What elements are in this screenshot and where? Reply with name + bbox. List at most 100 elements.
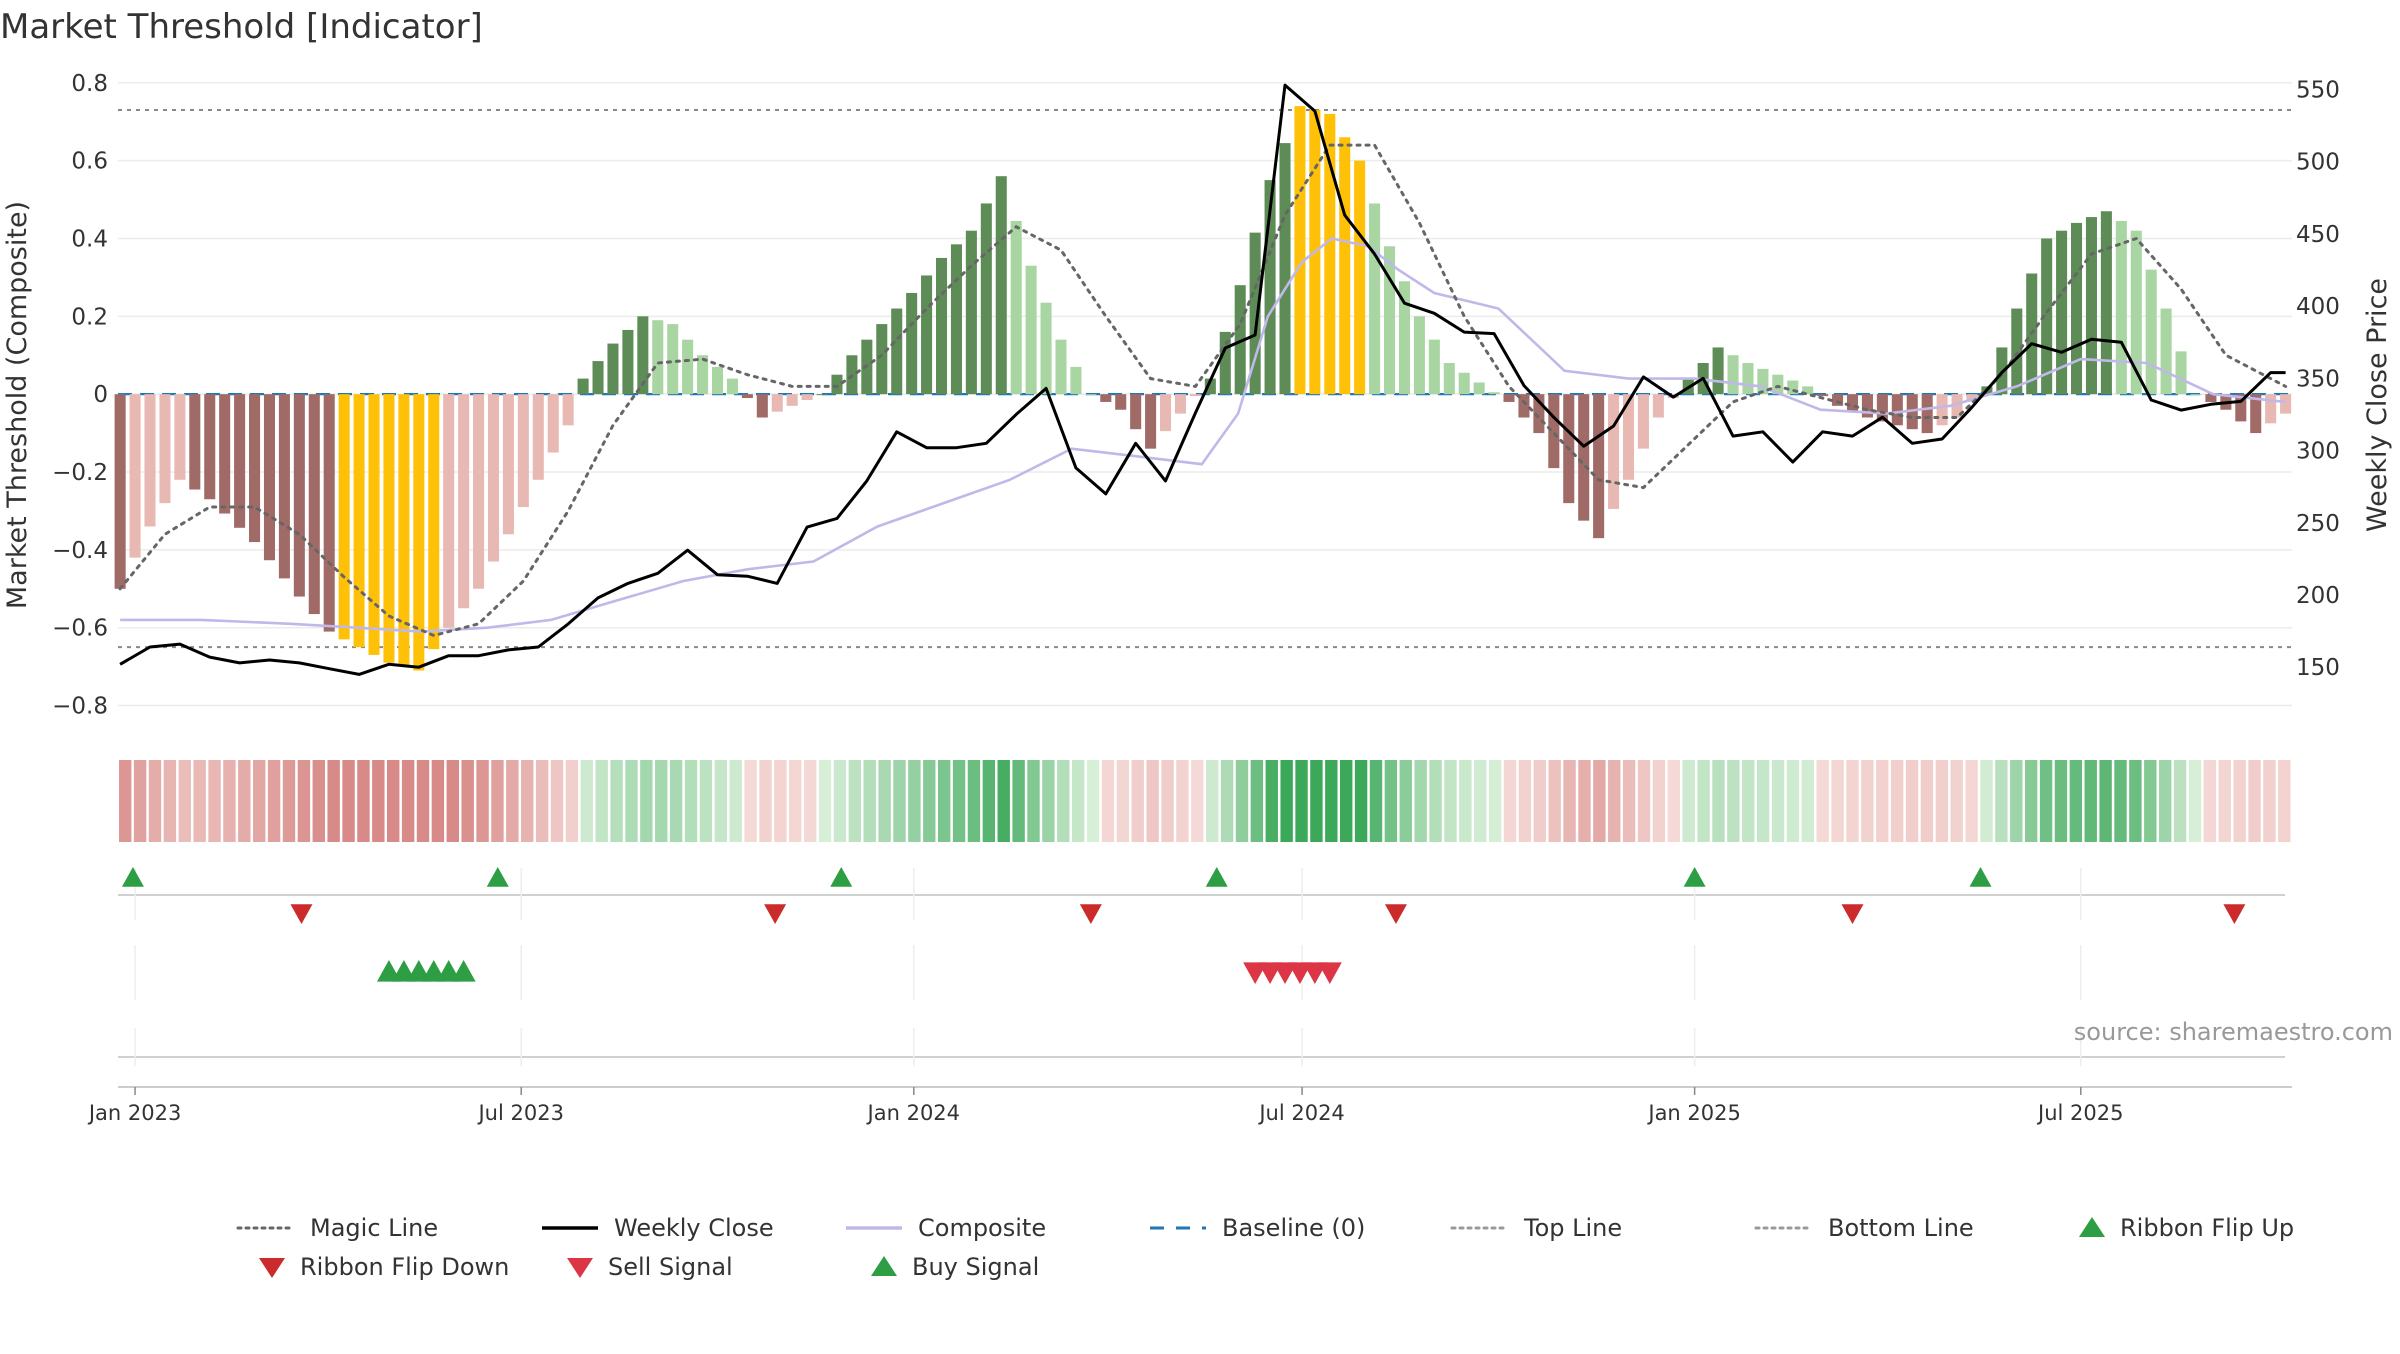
composite-bar [711, 366, 724, 395]
ribbon-cell [1265, 760, 1278, 842]
ribbon-cell [2054, 760, 2068, 842]
composite-bar [1443, 363, 1455, 395]
ribbon-cell [1831, 760, 1844, 842]
ribbon-cell [1608, 760, 1621, 842]
y-left-tick-label: −0.6 [52, 616, 108, 642]
ribbon-cell [848, 760, 862, 842]
composite-bar [1608, 394, 1620, 509]
ribbon-cell [2218, 760, 2231, 842]
ribbon-strip [119, 760, 2291, 842]
ribbon-cell [1518, 760, 1532, 842]
ribbon-cell [1206, 760, 1219, 842]
composite-bar [249, 394, 261, 543]
ribbon-cell [1727, 760, 1740, 842]
composite-bar [338, 394, 350, 640]
composite-bar [428, 394, 440, 650]
legend-label: Bottom Line [1828, 1214, 1974, 1242]
ribbon-cell [1161, 760, 1174, 842]
composite-bar [1578, 394, 1590, 521]
ribbon-flip-up-marker [121, 867, 144, 887]
ribbon-cell [759, 760, 772, 842]
composite-bar [353, 394, 365, 648]
ribbon-cell [372, 760, 385, 842]
ribbon-cell [1652, 760, 1666, 842]
composite-bar [1891, 394, 1903, 426]
y-axis-right: 550 500 450 400 350 300 250 200 150 [2296, 77, 2340, 681]
x-tick-label: Jul 2025 [2036, 1101, 2123, 1125]
composite-bar [831, 374, 843, 395]
ribbon-cell [1846, 760, 1859, 842]
ribbon-cell [1756, 760, 1770, 842]
composite-bar [1070, 366, 1082, 395]
composite-bar [502, 394, 514, 535]
ribbon-cell [1980, 760, 1993, 842]
legend-label: Ribbon Flip Up [2120, 1214, 2294, 1242]
composite-bar [1757, 368, 1769, 395]
ribbon-flip-up-marker [830, 867, 853, 887]
composite-bar [592, 361, 604, 395]
ribbon-cell [2158, 760, 2172, 842]
ribbon-cell [1950, 760, 1963, 842]
ribbon-cell [789, 760, 802, 842]
composite-bar [771, 394, 783, 412]
ribbon-cell [119, 760, 132, 842]
composite-bar [1324, 113, 1336, 395]
ribbon-cell [833, 760, 847, 842]
composite-bar [547, 394, 559, 453]
ribbon-cell [982, 760, 996, 842]
ribbon-cell [535, 760, 549, 842]
ribbon-cell [997, 760, 1010, 842]
ribbon-flip-up-marker [1205, 867, 1228, 887]
composite-bar [204, 394, 216, 500]
ribbon-cell [1920, 760, 1934, 842]
ribbon-cell [1503, 760, 1517, 842]
ribbon-cell [580, 760, 593, 842]
composite-bar [2085, 217, 2097, 395]
ribbon-cell [2010, 760, 2023, 842]
ribbon-cell [1801, 760, 1815, 842]
ribbon-cell [282, 760, 296, 842]
composite-bar [1428, 339, 1440, 395]
y-right-tick-label: 300 [2296, 439, 2340, 465]
ribbon-cell [1250, 760, 1264, 842]
composite-bar [1398, 281, 1411, 395]
ribbon-cell [1071, 760, 1085, 842]
ribbon-cell [431, 760, 445, 842]
ribbon-cell [1146, 760, 1159, 842]
composite-bar [1966, 394, 1978, 402]
ribbon-cell [2248, 760, 2261, 842]
composite-bar [219, 394, 231, 514]
composite-bar [293, 394, 305, 597]
composite-bar [950, 244, 962, 395]
y-axis-right-title: Weekly Close Price [2362, 278, 2393, 532]
ribbon-cell [2233, 760, 2246, 842]
ribbon-cell [1816, 760, 1829, 842]
ribbon-cell [684, 760, 698, 842]
ribbon-cell [1861, 760, 1874, 842]
composite-bar [1040, 302, 1052, 395]
y-left-tick-label: 0.2 [71, 304, 108, 330]
composite-bar [2145, 269, 2157, 395]
composite-bar [413, 394, 425, 671]
legend-label: Ribbon Flip Down [300, 1253, 509, 1281]
legend-swatch [567, 1258, 593, 1278]
ribbon-cell [2099, 760, 2112, 842]
ribbon-cell [1027, 760, 1040, 842]
ribbon-cell [461, 760, 474, 842]
y-left-tick-label: −0.2 [52, 460, 108, 486]
ribbon-cell [1235, 760, 1249, 842]
composite-bar [2250, 394, 2262, 434]
legend-swatch [2079, 1217, 2105, 1237]
ribbon-cell [476, 760, 489, 842]
composite-bar [278, 394, 290, 579]
ribbon-cell [1369, 760, 1383, 842]
ribbon-cell [1682, 760, 1695, 842]
ribbon-cell [342, 760, 355, 842]
composite-bar [2190, 394, 2202, 396]
ribbon-flip-up-marker [1683, 867, 1706, 887]
composite-bar [129, 394, 141, 558]
ribbon-cell [1697, 760, 1710, 842]
composite-bar [935, 257, 948, 395]
composite-bar [1413, 316, 1425, 395]
composite-bar [1772, 374, 1784, 395]
